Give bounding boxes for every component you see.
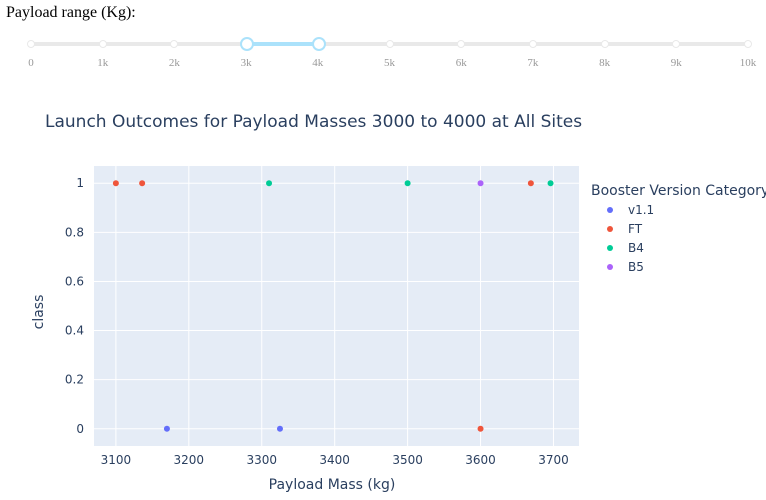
chart-title: Launch Outcomes for Payload Masses 3000 … [45,112,582,132]
slider-dot[interactable] [744,40,752,48]
y-tick-label: 0.6 [65,274,84,288]
slider-mark-label[interactable]: 7k [527,57,539,69]
legend-marker[interactable] [607,245,613,251]
data-point-FT [112,180,119,187]
legend-marker[interactable] [607,226,613,232]
x-tick-label: 3700 [538,453,569,467]
x-tick-label: 3300 [246,453,277,467]
data-point-FT [527,180,534,187]
slider-dot[interactable] [672,40,681,48]
y-axis-label: class [31,295,47,330]
slider-mark-label[interactable]: 3k [240,57,252,69]
slider-dot[interactable] [170,40,179,48]
legend-marker[interactable] [607,264,613,270]
data-point-FT [477,425,484,432]
slider-handle-high[interactable] [311,37,326,51]
data-point-v11 [163,425,170,432]
data-point-FT [139,180,146,187]
slider-mark-label[interactable]: 10k [739,57,757,69]
data-point-B5 [477,180,484,187]
legend-marker[interactable] [607,207,613,213]
launch-outcomes-scatter-chart: Launch Outcomes for Payload Masses 3000 … [31,112,766,493]
slider-mark-label[interactable]: 0 [28,57,34,69]
legend-item-label[interactable]: B4 [628,241,644,255]
slider-mark-label[interactable]: 8k [599,57,611,69]
y-tick-label: 0.4 [65,324,84,338]
x-tick-label: 3400 [319,453,350,467]
x-tick-label: 3200 [174,453,205,467]
y-tick-label: 1 [76,176,84,190]
slider-mark-label[interactable]: 4k [312,57,324,69]
x-tick-label: 3500 [392,453,423,467]
slider-mark-label[interactable]: 2k [168,57,180,69]
x-axis-label: Payload Mass (kg) [269,477,396,493]
slider-dot[interactable] [27,40,35,48]
slider-mark-label[interactable]: 9k [670,57,682,69]
slider-dot[interactable] [528,40,537,48]
payload-range-slider[interactable]: Payload range (Kg): 0 1k 2k 3k 4k 5k 6k 7k 8k 9k 1… [0,0,766,80]
x-tick-label: 3600 [465,453,496,467]
legend[interactable]: v1.1 FT B4 B5 [607,203,654,274]
data-point-B4 [547,180,554,187]
slider-handle-low[interactable] [240,37,255,51]
y-tick-label: 0.2 [65,373,84,387]
data-point-B4 [404,180,411,187]
y-tick-label: 0 [76,422,84,436]
x-tick-label: 3100 [101,453,132,467]
slider-mark-label[interactable]: 1k [97,57,109,69]
legend-title: Booster Version Category [591,183,766,199]
y-tick-label: 0.8 [65,225,84,239]
slider-mark-label[interactable]: 5k [384,57,395,69]
payload-range-label: Payload range (Kg): [6,4,136,21]
legend-item-label[interactable]: FT [628,222,643,236]
slider-dot[interactable] [600,40,609,48]
plot-area [94,166,579,446]
slider-selected-track[interactable] [246,42,318,46]
slider-dot[interactable] [385,40,394,48]
legend-item-label[interactable]: v1.1 [628,203,654,217]
data-point-v11 [276,425,283,432]
data-point-B4 [266,180,273,187]
slider-mark-label[interactable]: 6k [455,57,467,69]
slider-dot[interactable] [98,40,107,48]
legend-item-label[interactable]: B5 [628,260,644,274]
slider-dot[interactable] [457,40,466,48]
